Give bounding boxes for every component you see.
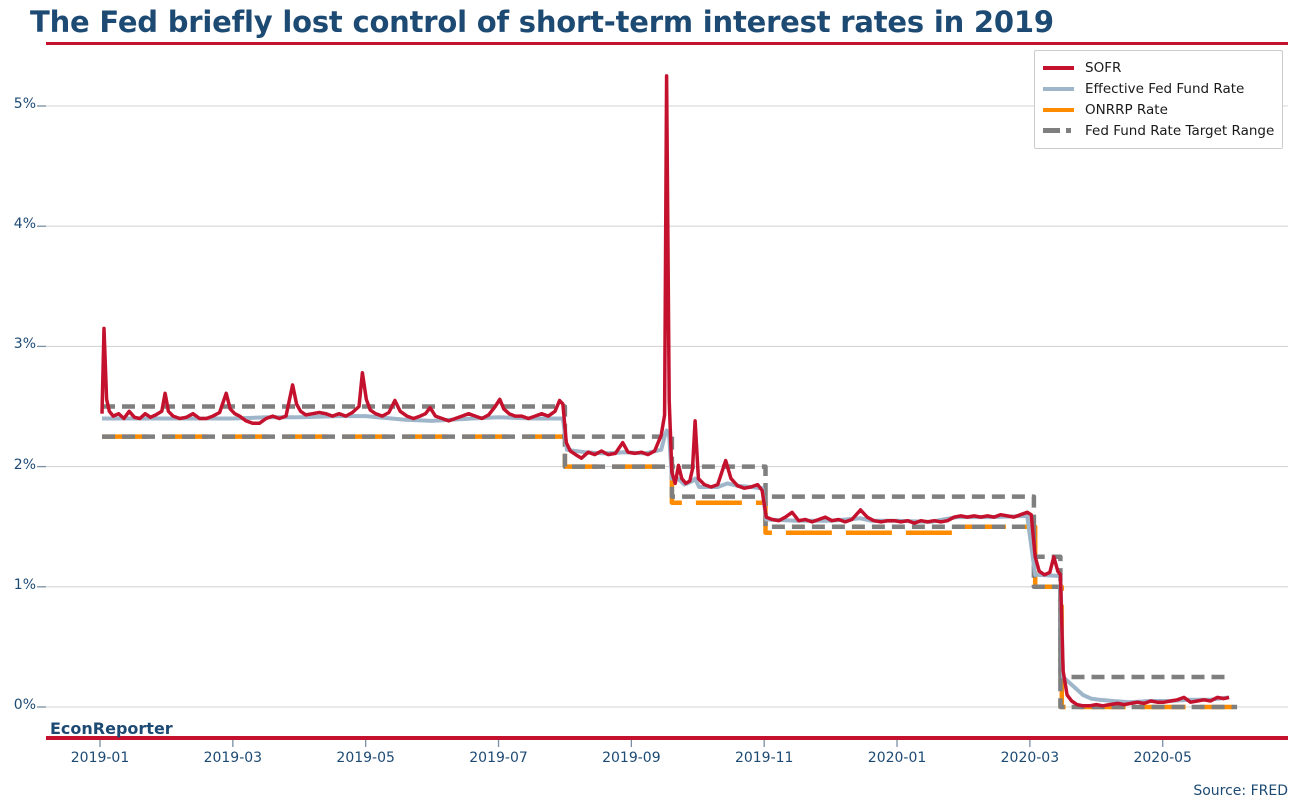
x-tick-label: 2019-05	[336, 750, 395, 766]
series-fed-fund-rate-target-range-lower-	[102, 434, 1238, 710]
x-tick-label: 2020-01	[867, 750, 927, 766]
branding-econreporter: EconReporter	[50, 719, 173, 738]
legend-label: Effective Fed Fund Rate	[1085, 80, 1245, 97]
x-tick-label: 2019-07	[469, 750, 528, 766]
legend-item: Effective Fed Fund Rate	[1043, 78, 1272, 99]
y-tick-label: 5%	[13, 96, 36, 112]
x-tick-label: 2019-01	[70, 750, 130, 766]
legend-swatch-icon	[1043, 107, 1074, 112]
x-tick-label: 2020-05	[1133, 750, 1192, 766]
y-tick-label: 4%	[13, 216, 36, 233]
legend-swatch-icon	[1043, 128, 1074, 133]
x-tick-label: 2019-11	[734, 750, 794, 766]
legend-label: SOFR	[1085, 59, 1122, 76]
x-tick-label: 2020-03	[1000, 750, 1060, 766]
y-tick-label: 2%	[13, 456, 36, 473]
brand-rule	[46, 736, 1288, 740]
y-tick-label: 0%	[13, 697, 36, 713]
legend-swatch-icon	[1043, 65, 1074, 70]
series-sofr	[100, 74, 1230, 708]
legend-swatch-icon	[1043, 86, 1074, 91]
legend-item: SOFR	[1043, 57, 1272, 78]
legend-label: ONRRP Rate	[1085, 101, 1168, 118]
legend-item: ONRRP Rate	[1043, 99, 1272, 120]
y-tick-label: 1%	[13, 576, 36, 593]
y-tick-label: 3%	[13, 336, 36, 353]
legend-item: Fed Fund Rate Target Range	[1043, 120, 1275, 141]
chart-legend: SOFR Effective Fed Fund Rate ONRRP Rate Fed…	[1034, 50, 1283, 149]
legend-label: Fed Fund Rate Target Range	[1085, 122, 1275, 139]
source-credit: Source: FRED	[1193, 783, 1288, 799]
page-title: The Fed briefly lost control of short-te…	[30, 5, 1054, 39]
x-tick-label: 2019-03	[203, 750, 263, 766]
series-fed-fund-rate-target-range-upper-	[102, 404, 1228, 680]
x-tick-label: 2019-09	[602, 750, 661, 766]
title-underline-rule	[46, 42, 1288, 45]
